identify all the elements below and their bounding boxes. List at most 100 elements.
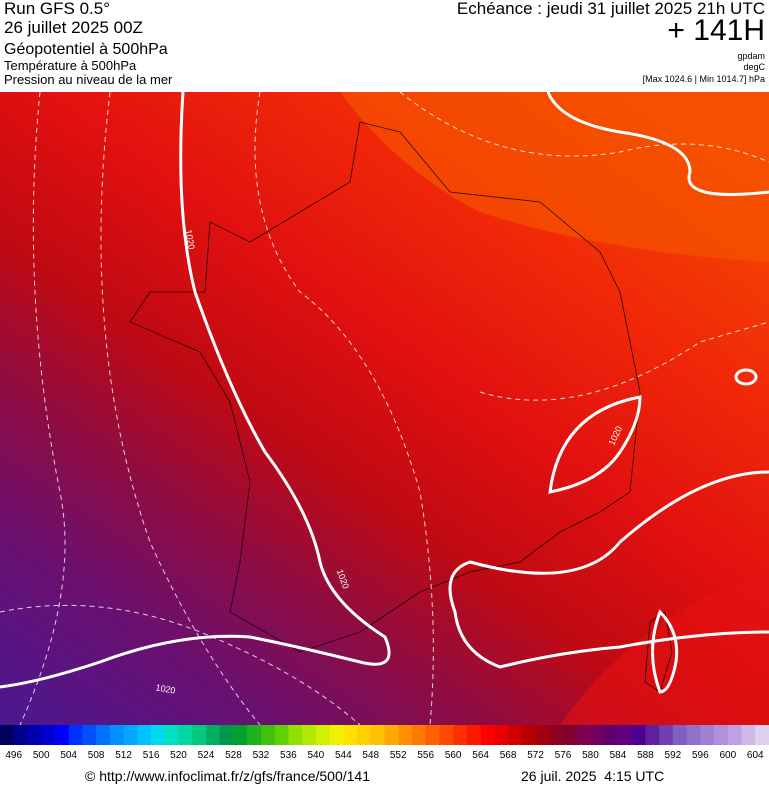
- timestamp: 26 juil. 2025 4:15 UTC: [521, 768, 665, 784]
- color-swatch: [54, 725, 70, 745]
- isobar-label: 1020: [155, 682, 176, 695]
- unit: degC: [743, 62, 765, 72]
- color-swatch: [41, 725, 56, 745]
- color-swatch: [384, 725, 399, 745]
- scale-label: 600: [719, 750, 736, 761]
- scale-label: 504: [60, 750, 77, 761]
- color-swatch: [109, 725, 125, 745]
- color-swatch: [260, 725, 276, 745]
- field-subtitle: Pression au niveau de la mer: [4, 72, 173, 87]
- scale-label: 596: [692, 750, 709, 761]
- scale-label: 592: [665, 750, 682, 761]
- color-swatch: [164, 725, 180, 745]
- scale-label: 496: [5, 750, 22, 761]
- color-swatch: [700, 725, 715, 745]
- color-swatch: [274, 725, 289, 745]
- color-swatch: [247, 725, 262, 745]
- color-swatch: [151, 725, 166, 745]
- scale-label: 520: [170, 750, 187, 761]
- color-swatch: [68, 725, 83, 745]
- color-swatch: [219, 725, 234, 745]
- scale-label: 572: [527, 750, 544, 761]
- color-swatch: [178, 725, 193, 745]
- color-swatch: [672, 725, 688, 745]
- color-scale: 496 500 504 508 512 516 520 524 528 532 536 540 544 5…: [0, 725, 769, 761]
- color-swatch: [315, 725, 331, 745]
- color-swatch: [411, 725, 427, 745]
- valid-time: Echéance : jeudi 31 juillet 2025 21h UTC: [456, 0, 765, 18]
- color-swatch: [686, 725, 701, 745]
- scale-label: 576: [555, 750, 572, 761]
- scale-label: 524: [198, 750, 215, 761]
- color-swatch: [755, 725, 769, 745]
- scale-label: 500: [33, 750, 50, 761]
- field-title: Géopotentiel à 500hPa: [4, 41, 168, 58]
- color-swatch: [425, 725, 440, 745]
- isobar-label: 1020: [183, 229, 196, 250]
- color-swatch: [205, 725, 221, 745]
- color-swatch: [288, 725, 303, 745]
- color-swatch: [714, 725, 729, 745]
- color-swatch: [645, 725, 660, 745]
- color-swatch: [123, 725, 138, 745]
- color-swatch: [370, 725, 385, 745]
- color-swatch: [549, 725, 564, 745]
- color-swatch: [192, 725, 207, 745]
- color-swatch: [357, 725, 372, 745]
- scale-label: 508: [88, 750, 105, 761]
- scale-label: 548: [362, 750, 379, 761]
- temperature-band: [560, 572, 769, 725]
- lead-time: + 141H: [667, 14, 765, 47]
- color-swatch: [521, 725, 537, 745]
- color-swatch: [590, 725, 605, 745]
- color-swatch: [343, 725, 358, 745]
- color-swatch: [535, 725, 550, 745]
- color-swatch: [96, 725, 111, 745]
- color-swatch: [466, 725, 482, 745]
- source-url: © http://www.infoclimat.fr/z/gfs/france/…: [85, 768, 370, 784]
- isotherms: [0, 92, 769, 725]
- color-swatch: [13, 725, 28, 745]
- scale-label: 532: [253, 750, 270, 761]
- color-swatch: [508, 725, 523, 745]
- color-swatch: [480, 725, 495, 745]
- scale-label: 560: [445, 750, 462, 761]
- color-swatch: [439, 725, 454, 745]
- temperature-band: [340, 92, 769, 262]
- unit: gpdam: [737, 51, 765, 61]
- scale-label: 512: [115, 750, 132, 761]
- color-swatch: [727, 725, 743, 745]
- isobars: [0, 92, 769, 694]
- scale-label: 536: [280, 750, 297, 761]
- color-swatch: [0, 725, 15, 745]
- color-swatch: [631, 725, 646, 745]
- color-swatch: [233, 725, 248, 745]
- scale-label: 584: [610, 750, 627, 761]
- color-swatch: [617, 725, 633, 745]
- color-swatch: [563, 725, 578, 745]
- scale-label: 540: [307, 750, 324, 761]
- scale-label: 528: [225, 750, 242, 761]
- color-swatch: [27, 725, 42, 745]
- color-swatch: [604, 725, 619, 745]
- scale-label: 588: [637, 750, 654, 761]
- color-swatch: [741, 725, 756, 745]
- scale-label: 568: [500, 750, 517, 761]
- scale-label: 604: [747, 750, 764, 761]
- color-swatch: [453, 725, 468, 745]
- scale-label: 516: [143, 750, 160, 761]
- color-swatch: [302, 725, 317, 745]
- scale-label: 552: [390, 750, 407, 761]
- color-swatch: [82, 725, 97, 745]
- color-swatch: [576, 725, 591, 745]
- run-date: 26 juillet 2025 00Z: [4, 18, 143, 37]
- color-swatch: [494, 725, 509, 745]
- scale-label: 556: [417, 750, 434, 761]
- run-title: Run GFS 0.5°: [4, 0, 111, 18]
- scale-label: 564: [472, 750, 489, 761]
- color-swatch: [137, 725, 152, 745]
- pressure-range: [Max 1024.6 | Min 1014.7] hPa: [642, 74, 765, 84]
- scale-label: 580: [582, 750, 599, 761]
